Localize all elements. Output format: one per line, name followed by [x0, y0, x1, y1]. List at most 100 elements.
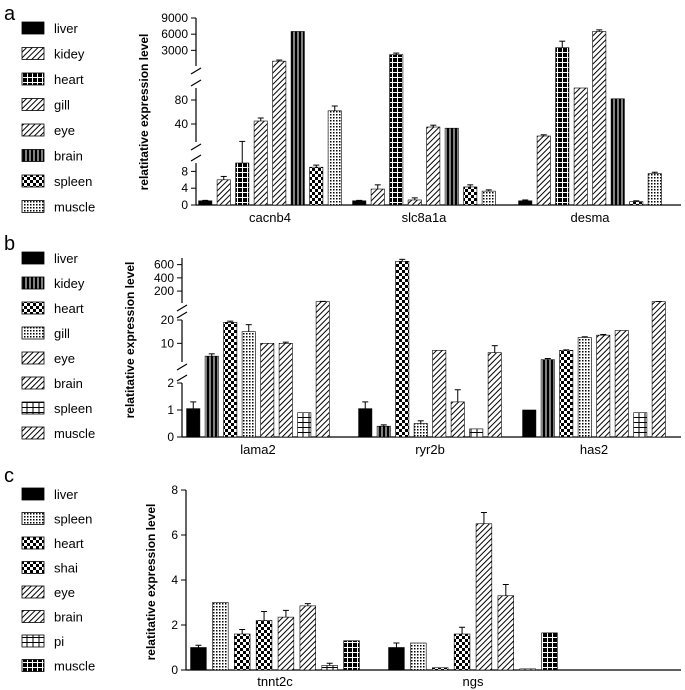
legend-swatch-gill — [21, 98, 45, 111]
y-tick-label: 200 — [154, 284, 174, 298]
legend-swatch-liver — [21, 487, 45, 501]
axis-break-mark — [176, 374, 188, 382]
legend-label-muscle: muscle — [54, 659, 95, 674]
y-tick-label: 80 — [175, 93, 189, 107]
panel-letter-a: a — [4, 3, 16, 25]
y-axis-label: relatitative expression level — [123, 262, 137, 419]
bar-gill-cacnb4 — [253, 120, 268, 206]
bar-muscle-ngs — [541, 632, 558, 671]
legend-label-gill: gill — [54, 98, 70, 113]
bar-spleen-has2 — [633, 412, 648, 438]
legend-label-liver: liver — [54, 21, 79, 36]
y-tick-label: 8 — [171, 483, 178, 497]
bar-heart-slc8a1a — [389, 54, 404, 206]
bar-eye-desma — [592, 31, 607, 206]
category-label-tnnt2c: tnnt2c — [257, 674, 293, 689]
legend-swatch-liver — [21, 21, 45, 35]
bar-liver-desma — [518, 200, 533, 206]
legend-swatch-brain — [21, 376, 45, 390]
y-axis-label: relatitative expression level — [137, 34, 151, 191]
bar-muscle-ryr2b — [487, 352, 502, 438]
bar-gill-desma — [573, 87, 588, 206]
bar-kidey-ryr2b — [376, 425, 391, 438]
legend-label-heart: heart — [54, 301, 84, 316]
axis-break-mark — [176, 363, 188, 371]
bar-spleen-ngs — [410, 642, 427, 671]
legend-swatch-spleen — [21, 401, 45, 415]
bar-muscle-slc8a1a — [481, 190, 496, 206]
legend-label-liver: liver — [54, 487, 79, 502]
panel-letter-c: c — [4, 465, 14, 487]
bar-brain-tnnt2c — [299, 605, 316, 671]
bar-eye-slc8a1a — [426, 126, 441, 206]
legend-swatch-liver — [21, 251, 45, 265]
bar-heart-tnnt2c — [234, 633, 251, 671]
legend-label-gill: gill — [54, 326, 70, 341]
bar-brain-desma — [610, 98, 625, 206]
bar-eye-cacnb4 — [272, 60, 287, 206]
legend-label-shai: shai — [54, 561, 78, 576]
bar-heart-has2 — [559, 350, 574, 438]
panel-b-chart: liver kidey heart gill eye brain spleen muscle 0… — [21, 251, 681, 457]
bar-gill-ryr2b — [413, 423, 428, 438]
legend-swatch-eye — [21, 123, 45, 137]
bar-heart-ryr2b — [395, 261, 410, 438]
bar-muscle-cacnb4 — [327, 110, 342, 206]
y-tick-label: 20 — [161, 313, 175, 327]
legend-label-spleen: spleen — [54, 401, 92, 416]
legend-label-liver: liver — [54, 251, 79, 266]
category-label-ryr2b: ryr2b — [415, 442, 445, 457]
legend-label-heart: heart — [54, 536, 84, 551]
legend-swatch-eye — [21, 351, 45, 365]
legend-label-spleen: spleen — [54, 174, 92, 189]
legend-swatch-spleen — [21, 174, 45, 188]
y-tick-label: 0 — [167, 430, 174, 444]
category-label-ngs: ngs — [463, 674, 484, 689]
y-tick-label: 3000 — [161, 43, 188, 57]
axis-break-mark — [190, 143, 202, 151]
bar-liver-lama2 — [186, 408, 201, 438]
bar-brain-ryr2b — [450, 401, 465, 438]
bar-heart-cacnb4 — [235, 162, 250, 206]
bar-liver-slc8a1a — [352, 200, 367, 206]
legend-label-brain: brain — [54, 376, 83, 391]
y-axis-label: relatitative expression level — [144, 504, 158, 661]
legend-label-muscle: muscle — [54, 426, 95, 441]
legend-label-eye: eye — [54, 351, 75, 366]
legend-swatch-gill — [21, 326, 45, 340]
panel-a-chart: liver kidey heart gill eye brain spleen muscle 0… — [21, 11, 681, 225]
legend-swatch-kidey — [21, 47, 45, 60]
axis-break-mark — [190, 67, 202, 75]
category-label-cacnb4: cacnb4 — [249, 210, 291, 225]
y-tick-label: 0 — [171, 663, 178, 677]
legend-swatch-shai — [21, 561, 45, 574]
legend-label-heart: heart — [54, 72, 84, 87]
y-tick-label: 6 — [171, 528, 178, 542]
panel-c-chart: liver spleen heart shai eye brain pi muscle 0 2 4 6… — [21, 483, 681, 689]
legend-swatch-muscle — [21, 200, 45, 213]
bar-brain-lama2 — [278, 343, 293, 438]
bar-eye-has2 — [596, 334, 611, 438]
bar-pi-ngs — [519, 668, 536, 671]
bar-pi-tnnt2c — [321, 665, 338, 671]
legend-label-muscle: muscle — [54, 200, 95, 215]
panel-letter-b: b — [4, 233, 15, 255]
bar-brain-cacnb4 — [290, 31, 305, 206]
axis-break-mark — [176, 311, 188, 319]
bar-shai-tnnt2c — [255, 620, 273, 671]
bar-kidey-desma — [536, 135, 551, 206]
bar-eye-ryr2b — [432, 350, 447, 438]
legend-label-kidey: kidey — [54, 276, 85, 291]
y-tick-label: 6000 — [161, 27, 188, 41]
category-label-slc8a1a: slc8a1a — [402, 210, 448, 225]
bar-eye-ngs — [475, 523, 493, 671]
bar-gill-has2 — [577, 337, 592, 438]
bar-heart-lama2 — [223, 322, 238, 438]
legend-swatch-heart — [21, 536, 45, 550]
y-tick-label: 40 — [175, 117, 189, 131]
legend-swatch-heart — [21, 301, 45, 315]
bar-spleen-slc8a1a — [463, 186, 478, 206]
y-tick-label: 2 — [167, 376, 174, 390]
y-tick-label: 600 — [154, 258, 174, 272]
bar-gill-slc8a1a — [407, 199, 422, 206]
